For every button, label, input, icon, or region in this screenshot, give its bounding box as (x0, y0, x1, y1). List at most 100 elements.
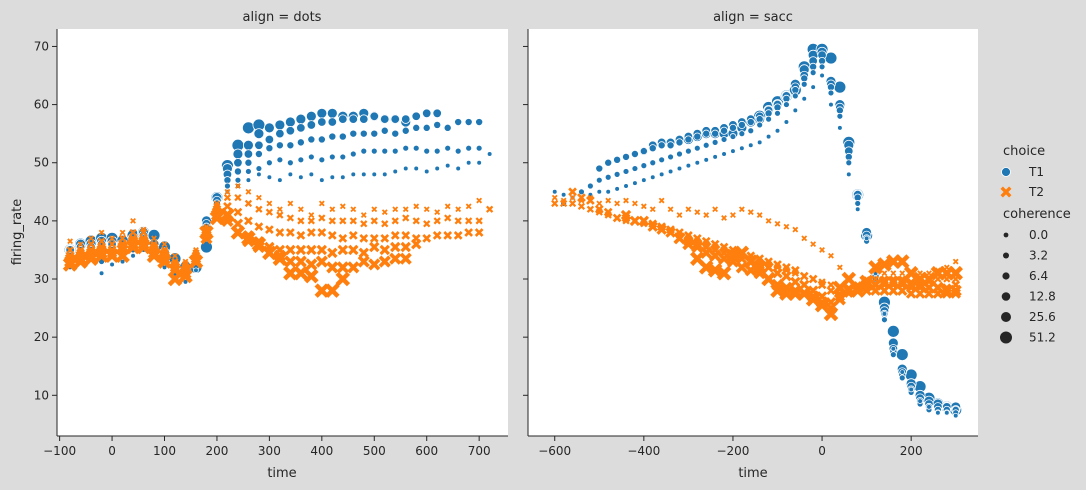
data-point-t2 (854, 287, 861, 294)
x-tick-label: 200 (900, 444, 923, 458)
data-point-t2 (623, 197, 629, 204)
data-point-t2 (224, 188, 231, 195)
data-point-t1 (243, 139, 254, 151)
x-tick-label: 100 (153, 444, 176, 458)
data-point-t2 (160, 246, 169, 254)
data-point-t2 (378, 255, 391, 268)
data-point-t2 (465, 217, 473, 225)
panel-title: align = dots (243, 10, 322, 25)
legend-size-marker (1003, 252, 1009, 259)
data-point-t1 (837, 125, 843, 131)
data-point-t1 (828, 101, 834, 108)
data-point-t2 (350, 206, 357, 213)
data-point-t2 (818, 278, 826, 286)
data-point-t2 (578, 197, 585, 204)
data-point-t2 (675, 228, 684, 237)
data-point-t1 (712, 154, 718, 160)
data-point-t2 (138, 235, 149, 247)
data-point-t1 (433, 120, 442, 129)
data-point-t1 (338, 132, 347, 141)
data-point-t1 (881, 311, 888, 317)
y-tick-label: 20 (34, 330, 49, 344)
data-point-t1 (298, 174, 304, 181)
data-point-t1 (253, 128, 265, 140)
data-point-t1 (899, 369, 906, 375)
data-point-t2 (465, 203, 472, 210)
data-point-t2 (693, 237, 701, 245)
data-point-t2 (747, 255, 755, 263)
data-point-t1 (277, 177, 283, 183)
data-point-t1 (886, 324, 900, 338)
data-point-t2 (107, 245, 117, 255)
data-point-t1 (863, 235, 870, 242)
data-point-t2 (834, 291, 846, 302)
data-point-t2 (898, 275, 906, 283)
data-point-t1 (800, 80, 808, 88)
data-point-t2 (896, 275, 909, 288)
data-point-t1 (809, 69, 817, 77)
data-point-t2 (379, 244, 390, 256)
data-point-t2 (96, 244, 107, 256)
data-point-t2 (880, 275, 889, 283)
data-point-t2 (914, 278, 927, 291)
data-point-t2 (231, 226, 244, 239)
data-point-t2 (264, 241, 275, 253)
data-point-t1 (649, 174, 656, 181)
data-point-t1 (454, 118, 463, 127)
data-point-t2 (371, 206, 378, 213)
data-point-t1 (926, 404, 932, 410)
data-point-t2 (943, 275, 951, 283)
data-point-t1 (286, 159, 294, 167)
data-point-t2 (423, 206, 430, 213)
data-point-t2 (613, 214, 621, 222)
data-point-t1 (658, 171, 665, 178)
data-point-t2 (799, 279, 810, 291)
data-point-t1 (234, 176, 242, 184)
legend-size-label: 6.4 (1029, 269, 1048, 283)
data-point-t1 (443, 123, 452, 132)
data-point-t1 (595, 176, 603, 184)
data-point-t1 (412, 123, 421, 132)
data-point-t2 (434, 209, 441, 216)
data-point-t2 (328, 217, 336, 225)
data-point-t1 (551, 189, 558, 195)
data-point-t2 (657, 222, 667, 232)
data-point-t2 (888, 280, 898, 290)
data-point-t1 (898, 374, 906, 382)
legend-size-label: 12.8 (1029, 290, 1056, 304)
data-point-t1 (243, 149, 254, 159)
data-point-t1 (306, 120, 317, 130)
data-point-t2 (746, 251, 756, 261)
data-point-t2 (702, 240, 710, 248)
data-point-t1 (684, 135, 693, 144)
data-point-t2 (276, 206, 283, 213)
data-point-t1 (746, 118, 755, 127)
data-point-t2 (737, 248, 747, 258)
data-point-t1 (390, 114, 400, 124)
data-point-t2 (843, 285, 855, 296)
data-point-t1 (464, 118, 473, 127)
data-point-t1 (264, 134, 275, 145)
data-point-t2 (755, 254, 765, 264)
data-point-t2 (551, 199, 559, 208)
data-point-t1 (263, 122, 275, 134)
data-point-t2 (294, 255, 307, 268)
data-point-t2 (139, 233, 148, 243)
x-axis-label: time (267, 466, 296, 481)
y-tick-label: 30 (34, 272, 49, 286)
data-point-t1 (854, 206, 861, 213)
data-point-t1 (774, 127, 781, 134)
data-point-t2 (149, 242, 159, 252)
data-point-t2 (792, 226, 799, 233)
data-point-t1 (908, 386, 914, 393)
x-tick-label: 600 (415, 444, 438, 458)
data-point-t1 (827, 89, 835, 97)
data-point-t2 (254, 222, 264, 232)
data-point-t1 (801, 95, 808, 102)
data-point-t1 (329, 174, 336, 181)
data-point-t1 (423, 147, 431, 155)
data-point-t2 (297, 206, 304, 213)
data-point-t1 (380, 114, 390, 124)
data-point-t2 (118, 234, 127, 242)
legend-marker-t1 (1001, 167, 1011, 177)
